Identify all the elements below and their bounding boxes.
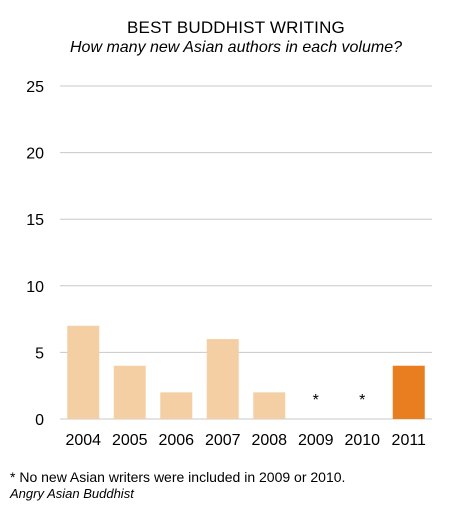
y-tick-label: 5: [35, 345, 44, 362]
bar: [206, 339, 239, 419]
footnote: * No new Asian writers were included in …: [10, 469, 346, 485]
y-tick-label: 20: [26, 146, 44, 163]
bar: [67, 325, 100, 419]
x-tick-label: 2007: [205, 432, 241, 449]
source-credit: Angry Asian Buddhist: [10, 486, 134, 501]
x-tick-label: 2011: [392, 432, 427, 449]
x-tick-label: 2010: [344, 432, 380, 449]
chart-title: BEST BUDDHIST WRITING: [127, 18, 345, 37]
bar: [253, 392, 286, 419]
bar: [392, 365, 425, 419]
x-tick-label: 2004: [65, 432, 101, 449]
x-tick-label: 2005: [112, 432, 148, 449]
y-tick-label: 15: [26, 212, 44, 229]
bar-marker: *: [359, 392, 365, 409]
y-tick-label: 10: [26, 279, 44, 296]
y-tick-label: 25: [26, 79, 44, 96]
x-tick-label: 2006: [158, 432, 194, 449]
bar: [113, 365, 146, 419]
y-tick-label: 0: [35, 412, 44, 429]
x-tick-label: 2008: [251, 432, 287, 449]
chart-subtitle: How many new Asian authors in each volum…: [69, 39, 403, 56]
bar: [160, 392, 193, 419]
x-tick-label: 2009: [298, 432, 334, 449]
bar-marker: *: [313, 392, 319, 409]
